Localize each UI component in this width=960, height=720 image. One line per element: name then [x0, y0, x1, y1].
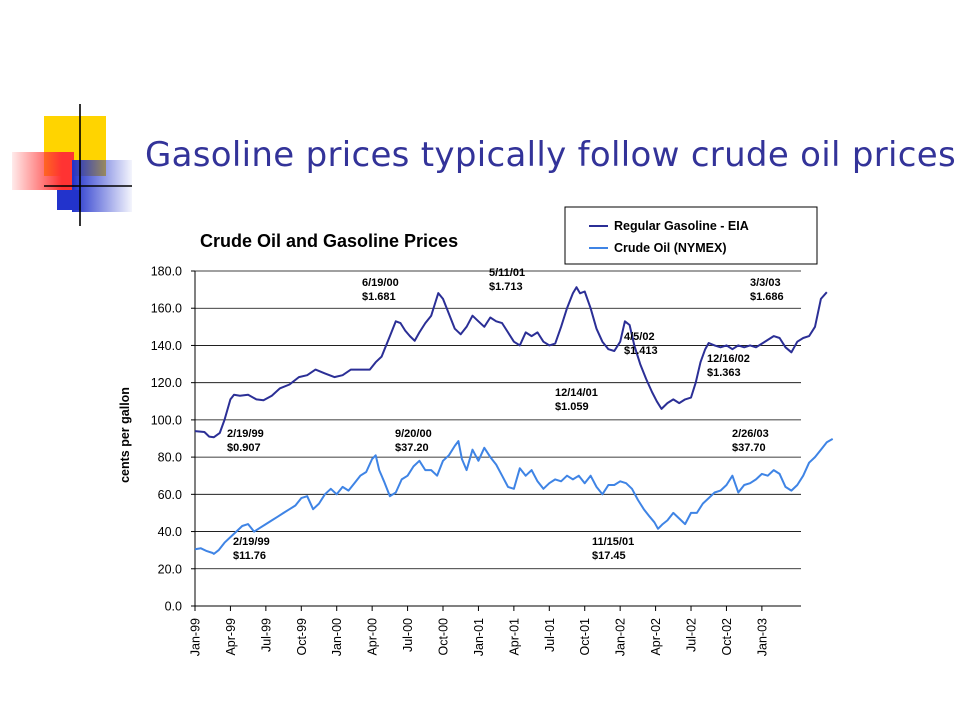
y-tick-label: 140.0: [151, 339, 182, 353]
y-tick-label: 0.0: [165, 600, 182, 614]
annotation-date: 4/5/02: [624, 331, 655, 343]
annotation-date: 3/3/03: [750, 277, 781, 289]
data-annotations: 2/19/99 $0.907 6/19/00 $1.681 5/11/01 $1.713 1…: [227, 267, 784, 562]
annotation-date: 2/19/99: [233, 536, 270, 548]
x-tick-label: Apr-00: [366, 618, 380, 656]
x-tick-label: Oct-99: [295, 618, 309, 656]
annotation-date: 12/16/02: [707, 353, 750, 365]
x-tick-label: Apr-99: [224, 618, 238, 656]
annotation-value: $1.363: [707, 367, 741, 379]
annotation-value: $1.681: [362, 291, 396, 303]
gasoline-line: [194, 286, 828, 439]
annotation-date: 2/19/99: [227, 428, 264, 440]
annotation-date: 5/11/01: [489, 267, 525, 279]
y-tick-label: 40.0: [158, 525, 182, 539]
x-tick-label: Jan-00: [330, 618, 344, 656]
annotation-value: $1.686: [750, 291, 784, 303]
x-tick-label: Oct-01: [578, 618, 592, 656]
grid-lines: [191, 270, 801, 607]
y-tick-label: 100.0: [151, 413, 182, 427]
annotation-value: $37.70: [732, 442, 766, 454]
annotation-value: $37.20: [395, 442, 429, 454]
x-tick-label: Jan-01: [472, 618, 486, 656]
x-tick-label: Jan-99: [189, 618, 203, 656]
annotation-value: $0.907: [227, 442, 261, 454]
x-tick-label: Oct-00: [437, 618, 451, 656]
legend-box: [564, 206, 818, 265]
annotation-value: $17.45: [592, 550, 626, 562]
deco-blue-block: [57, 190, 81, 210]
x-tick-label: Jul-01: [543, 618, 557, 652]
legend: Regular Gasoline - EIA Crude Oil (NYMEX): [564, 206, 818, 265]
slide-title: Gasoline prices typically follow crude o…: [145, 135, 956, 175]
y-tick-label: 80.0: [158, 451, 182, 465]
x-tick-label: Jul-00: [401, 618, 415, 652]
annotation-date: 9/20/00: [395, 428, 432, 440]
x-tick-label: Apr-02: [649, 618, 663, 656]
y-axis-label: cents per gallon: [118, 387, 132, 483]
annotation-value: $1.713: [489, 281, 523, 293]
legend-label-crude: Crude Oil (NYMEX): [614, 241, 727, 255]
x-tick-label: Jul-99: [259, 618, 273, 652]
annotation-value: $11.76: [233, 550, 266, 562]
x-tick-label: Jan-03: [755, 618, 769, 656]
y-tick-label: 60.0: [158, 488, 182, 502]
slide-decoration: [12, 104, 132, 226]
y-tick-label: 120.0: [151, 376, 182, 390]
annotation-date: 2/26/03: [732, 428, 769, 440]
annotation-value: $1.413: [624, 345, 658, 357]
y-tick-label: 20.0: [158, 562, 182, 576]
legend-label-gasoline: Regular Gasoline - EIA: [614, 219, 749, 233]
x-tick-label: Jul-02: [685, 618, 699, 652]
x-tick-label: Jan-02: [614, 618, 628, 656]
crude-oil-line: [194, 438, 834, 555]
x-tick-label: Apr-01: [507, 618, 521, 656]
y-tick-labels: 0.0 20.0 40.0 60.0 80.0 100.0 120.0 140.0 160.0 1…: [151, 265, 182, 614]
series-lines: [194, 286, 834, 555]
annotation-date: 11/15/01: [592, 536, 634, 548]
deco-red-bar: [12, 152, 74, 190]
chart-title: Crude Oil and Gasoline Prices: [200, 231, 458, 251]
x-tick-label: Oct-02: [720, 618, 734, 656]
annotation-value: $1.059: [555, 401, 589, 413]
annotation-date: 12/14/01: [555, 387, 598, 399]
y-tick-label: 160.0: [151, 302, 182, 316]
x-axis: Jan-99 Apr-99 Jul-99 Oct-99 Jan-00 Apr-00 Jul-…: [189, 606, 769, 656]
y-tick-label: 180.0: [151, 265, 182, 279]
annotation-date: 6/19/00: [362, 277, 399, 289]
